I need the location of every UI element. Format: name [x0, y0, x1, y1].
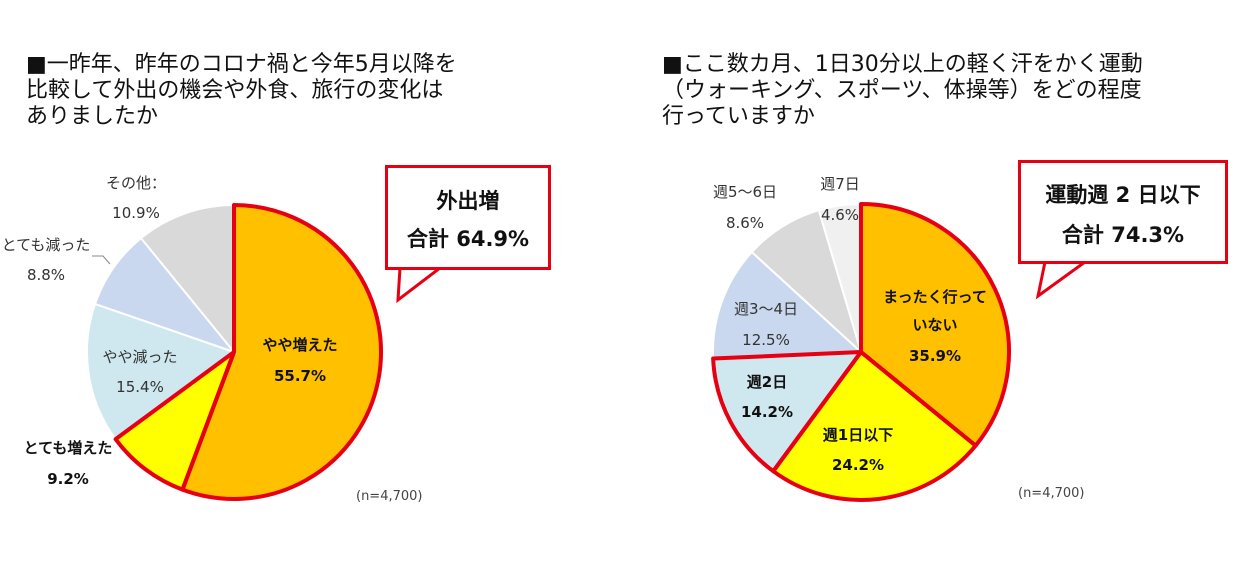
chart1-callout-line1: 外出増 — [436, 189, 500, 213]
chart2-value-mattaku: 35.9% — [909, 347, 961, 365]
chart1-sample-note: (n=4,700) — [356, 489, 423, 504]
chart1-value-yaya-fueta: 55.7% — [274, 367, 326, 385]
chart1-title: ■一昨年、昨年のコロナ禍と今年5月以降を 比較して外出の機会や外食、旅行の変化は… — [26, 52, 457, 130]
chart2-sample-note: (n=4,700) — [1018, 486, 1085, 501]
chart2-label-mattaku-line2: いない — [912, 316, 957, 334]
chart1-slice-2-highlight — [113, 350, 236, 492]
chart1-callout-tail — [396, 266, 445, 304]
chart2-value-shuu5-6: 8.6% — [726, 214, 764, 232]
chart2-callout-line1: 運動週 2 日以下 — [1045, 183, 1201, 207]
chart1-pie — [86, 203, 384, 501]
chart1-value-sonota: 10.9% — [112, 204, 160, 222]
chart1-label-totemo-fueta: とても増えた — [24, 439, 113, 457]
chart2-label-shuu5-6: 週5～6日 — [713, 183, 777, 201]
chart1-label-yaya-fueta: やや増えた — [262, 336, 337, 354]
chart1-title-line2: 比較して外出の機会や外食、旅行の変化は — [26, 78, 444, 103]
chart1-callout-line2: 合計 64.9% — [406, 227, 530, 251]
chart2-value-shuu1: 24.2% — [832, 456, 884, 474]
chart2-title-line1: ■ここ数カ月、1日30分以上の軽く汗をかく運動 — [662, 52, 1143, 77]
chart2-callout: 運動週 2 日以下 合計 74.3% — [1018, 160, 1228, 264]
chart2-label-shuu3-4: 週3～4日 — [734, 300, 798, 318]
chart2-label-shuu2: 週2日 — [747, 373, 787, 391]
chart2-slice-2-highlight — [771, 350, 978, 502]
chart2-title-line3: 行っていますか — [662, 104, 815, 129]
chart2-slice-1-highlight — [859, 202, 1012, 448]
chart1-value-totemo-fueta: 9.2% — [47, 470, 89, 488]
chart2-title: ■ここ数カ月、1日30分以上の軽く汗をかく運動 （ウォーキング、スポーツ、体操等… — [662, 52, 1143, 130]
chart1-slice-5 — [139, 203, 235, 355]
chart1-value-yaya-hetta: 15.4% — [116, 378, 164, 396]
chart1-callout: 外出増 合計 64.9% — [385, 165, 551, 270]
chart1-label-sonota: その他： — [106, 174, 166, 192]
chart2-label-shuu1: 週1日以下 — [823, 426, 893, 444]
chart2-slice-4 — [712, 250, 864, 360]
chart1-leader-line — [92, 255, 111, 265]
chart2-pie — [711, 202, 1012, 502]
chart2-value-shuu7: 4.6% — [821, 206, 859, 224]
chart2-callout-tail — [1035, 260, 1090, 300]
chart1-label-totemo-hetta: とても減った — [2, 236, 91, 254]
chart2-value-shuu2: 14.2% — [741, 403, 793, 421]
chart1-slice-4 — [93, 236, 238, 355]
chart2-title-line2: （ウォーキング、スポーツ、体操等）をどの程度 — [662, 78, 1142, 103]
chart1-slice-3 — [86, 302, 237, 441]
chart1-label-yaya-hetta: やや減った — [102, 348, 177, 366]
chart2-callout-line2: 合計 74.3% — [1061, 223, 1185, 247]
chart2-value-shuu3-4: 12.5% — [742, 331, 790, 349]
chart1-slice-1-highlight — [180, 203, 384, 501]
chart2-slice-3-highlight — [711, 350, 863, 474]
chart1-title-line1: ■一昨年、昨年のコロナ禍と今年5月以降を — [26, 52, 457, 77]
chart2-label-shuu7: 週7日 — [820, 175, 860, 193]
chart1-value-totemo-hetta: 8.8% — [27, 266, 65, 284]
chart1-title-line3: ありましたか — [26, 104, 159, 129]
chart2-label-mattaku-line1: まったく行って — [883, 288, 987, 306]
